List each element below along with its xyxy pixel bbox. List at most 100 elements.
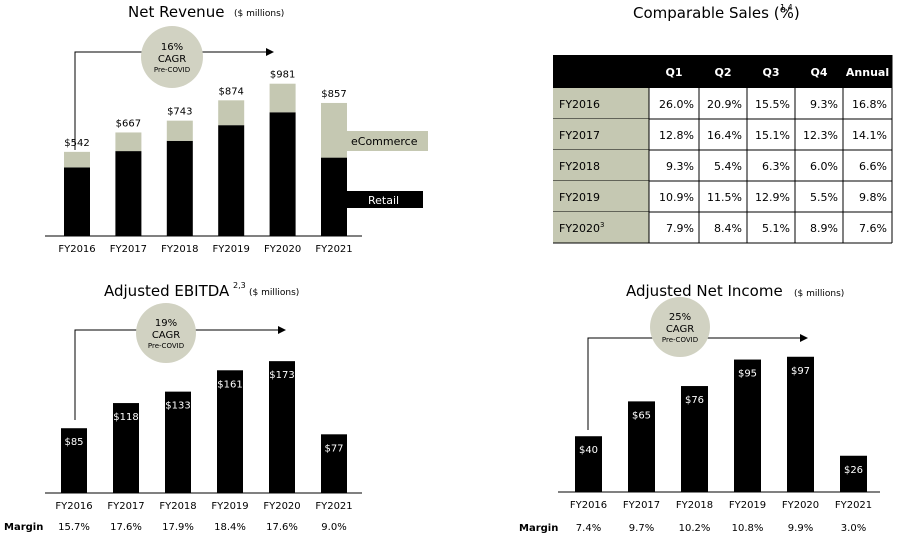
net-revenue-bars: $542 FY2016 $667 FY2017 $743 FY2018 $874 FY2019…: [58, 70, 352, 255]
value-label-FY2018: $133: [165, 401, 190, 412]
bar-FY2016: [575, 436, 602, 492]
legend-retail-label: Retail: [368, 194, 399, 207]
net-revenue-cagr-pct: 16%: [161, 42, 183, 53]
table-cell: 5.5%: [810, 191, 838, 204]
bar-FY2020: [787, 356, 814, 492]
net-income-cagr-pct: 25%: [669, 312, 691, 323]
comparable-sales-title: Comparable Sales (%): [633, 4, 800, 22]
net-income-subtitle: ($ millions): [794, 289, 844, 299]
margin-value-FY2021: 3.0%: [841, 523, 866, 534]
ebitda-title: Adjusted EBITDA: [104, 282, 230, 300]
value-label-FY2016: $85: [64, 437, 83, 448]
bar-retail-FY2020: [269, 112, 296, 236]
x-tick-FY2020: FY2020: [782, 500, 819, 511]
net-revenue-cagr-badge: [141, 26, 203, 88]
bar-FY2021: [840, 455, 867, 492]
table-cell: 14.1%: [852, 129, 887, 142]
bar-FY2016: [61, 428, 87, 493]
x-tick-FY2020: FY2020: [263, 501, 300, 512]
comparable-sales-superscript: 1,4: [780, 3, 793, 12]
x-tick-FY2019: FY2019: [213, 244, 250, 255]
table-cell: 20.9%: [707, 98, 742, 111]
table-cell: 9.3%: [666, 160, 694, 173]
legend-ecommerce-swatch: [341, 131, 428, 151]
row-label-bg: [553, 212, 649, 243]
margin-value-FY2018: 10.2%: [679, 523, 711, 534]
value-label-FY2017: $118: [113, 412, 138, 423]
net-revenue-cagr-arrow: [74, 48, 274, 150]
table-cell: 6.6%: [859, 160, 887, 173]
column-header-Q1: Q1: [665, 66, 682, 79]
value-label-FY2021: $857: [321, 89, 346, 100]
margin-value-FY2017: 9.7%: [629, 523, 654, 534]
bar-retail-FY2019: [218, 125, 245, 236]
bar-retail-FY2016: [64, 167, 90, 236]
ebitda-cagr-note: Pre-COVID: [148, 342, 184, 350]
x-tick-FY2021: FY2021: [835, 500, 872, 511]
ebitda-cagr-badge: [136, 303, 196, 363]
table-header-bg: [553, 55, 892, 88]
table-cell: 11.5%: [707, 191, 742, 204]
value-label-FY2020: $97: [791, 366, 810, 377]
value-label-FY2019: $161: [217, 379, 242, 390]
margin-value-FY2020: 17.6%: [266, 522, 298, 533]
x-tick-FY2016: FY2016: [570, 500, 607, 511]
table-cell: 8.9%: [810, 222, 838, 235]
row-label-FY2020: FY20203: [559, 221, 605, 235]
comparable-sales-grid: Q1 Q2 Q3 Q4 Annual FY2016 26.0% 20.9% 15.5% 9.3% 1…: [553, 55, 893, 244]
column-header-Q3: Q3: [762, 66, 779, 79]
net-income-margin-label: Margin: [519, 523, 558, 534]
value-label-FY2017: $65: [632, 410, 651, 421]
net-income-cagr-arrow: [587, 334, 808, 430]
table-cell: 6.0%: [810, 160, 838, 173]
value-label-FY2018: $76: [685, 395, 704, 406]
legend-ecommerce-label: eCommerce: [351, 135, 418, 148]
value-label-FY2018: $743: [167, 107, 192, 118]
x-tick-FY2016: FY2016: [55, 501, 92, 512]
x-tick-FY2018: FY2018: [676, 500, 713, 511]
net-income-cagr-badge: [650, 297, 710, 357]
bar-FY2018: [165, 391, 191, 493]
bar-FY2017: [113, 403, 139, 493]
value-label-FY2020: $981: [270, 70, 295, 81]
table-cell: 16.4%: [707, 129, 742, 142]
margin-value-FY2016: 15.7%: [58, 522, 90, 533]
value-label-FY2016: $40: [579, 445, 598, 456]
bar-retail-FY2018: [166, 140, 193, 236]
x-tick-FY2017: FY2017: [623, 500, 660, 511]
bar-FY2017: [628, 401, 655, 492]
x-tick-FY2017: FY2017: [110, 244, 147, 255]
table-cell: 9.8%: [859, 191, 887, 204]
bar-ecommerce-FY2017: [115, 132, 142, 152]
value-label-FY2017: $667: [116, 118, 141, 129]
table-cell: 6.3%: [762, 160, 790, 173]
value-label-FY2019: $95: [738, 369, 757, 380]
bar-FY2019: [734, 359, 761, 492]
x-tick-FY2020: FY2020: [264, 244, 301, 255]
column-header-Annual: Annual: [846, 66, 889, 79]
ebitda-margin-label: Margin: [4, 522, 43, 533]
value-label-FY2019: $874: [218, 86, 243, 97]
column-header-Q2: Q2: [714, 66, 731, 79]
legend-retail-swatch: [341, 191, 423, 208]
bar-FY2021: [321, 434, 347, 493]
table-cell: 16.8%: [852, 98, 887, 111]
bar-retail-FY2017: [115, 151, 142, 236]
margin-value-FY2016: 7.4%: [576, 523, 601, 534]
table-cell: 9.3%: [810, 98, 838, 111]
ebitda-subtitle: ($ millions): [249, 288, 299, 298]
value-label-FY2021: $26: [844, 465, 863, 476]
table-cell: 12.3%: [803, 129, 838, 142]
net-income-cagr-note: Pre-COVID: [662, 336, 698, 344]
ebitda-margins: 15.7% 17.6% 17.9% 18.4% 17.6% 9.0%: [58, 522, 347, 533]
bar-FY2018: [681, 386, 708, 492]
row-label-bg: [553, 119, 649, 150]
net-revenue-title: Net Revenue: [128, 3, 224, 21]
net-revenue-subtitle: ($ millions): [234, 9, 284, 19]
bar-ecommerce-FY2018: [166, 120, 193, 141]
table-cell: 7.6%: [859, 222, 887, 235]
ebitda-cagr-pct: 19%: [155, 318, 177, 329]
ebitda-bars: $85 FY2016 $118 FY2017 $133 FY2018 $161 FY2019 $…: [55, 361, 353, 512]
row-label-bg: [553, 150, 649, 181]
